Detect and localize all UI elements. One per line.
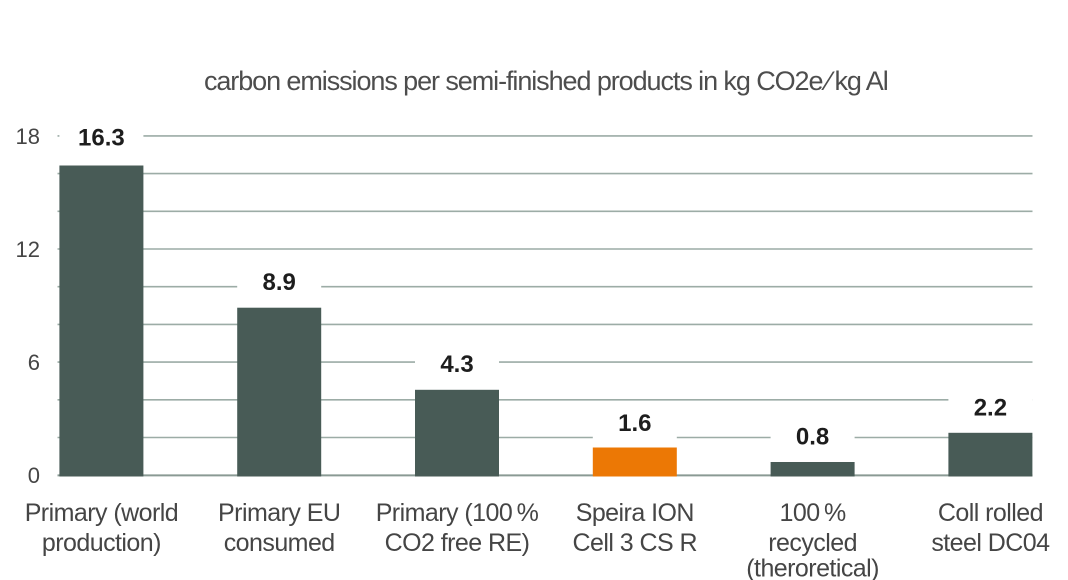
svg-text:Coll rolled: Coll rolled <box>938 499 1043 527</box>
svg-text:16.3: 16.3 <box>78 125 125 152</box>
svg-text:CO2 free RE): CO2 free RE) <box>385 529 530 557</box>
svg-text:Primary EU: Primary EU <box>218 499 340 527</box>
svg-text:Speira ION: Speira ION <box>576 499 694 527</box>
svg-text:12: 12 <box>16 237 40 262</box>
svg-text:0: 0 <box>28 463 40 488</box>
svg-text:8.9: 8.9 <box>263 269 296 296</box>
svg-text:2.2: 2.2 <box>974 395 1007 422</box>
svg-text:Primary (world: Primary (world <box>25 499 178 527</box>
svg-text:18: 18 <box>16 124 40 149</box>
svg-text:Primary (100 %: Primary (100 % <box>376 499 539 527</box>
svg-text:(theroretical): (theroretical) <box>746 555 879 580</box>
svg-text:steel DC04: steel DC04 <box>931 529 1050 557</box>
svg-text:production): production) <box>42 529 161 557</box>
svg-text:recycled: recycled <box>768 529 857 557</box>
svg-text:Cell 3 CS R: Cell 3 CS R <box>573 529 698 557</box>
svg-text:4.3: 4.3 <box>440 351 473 378</box>
svg-text:6: 6 <box>28 350 40 375</box>
svg-text:1.6: 1.6 <box>618 410 651 437</box>
svg-text:0.8: 0.8 <box>796 424 829 451</box>
svg-text:consumed: consumed <box>224 529 335 557</box>
svg-text:carbon emissions per semi-fini: carbon emissions per semi-finished produ… <box>204 66 888 96</box>
svg-text:100 %: 100 % <box>779 499 846 527</box>
